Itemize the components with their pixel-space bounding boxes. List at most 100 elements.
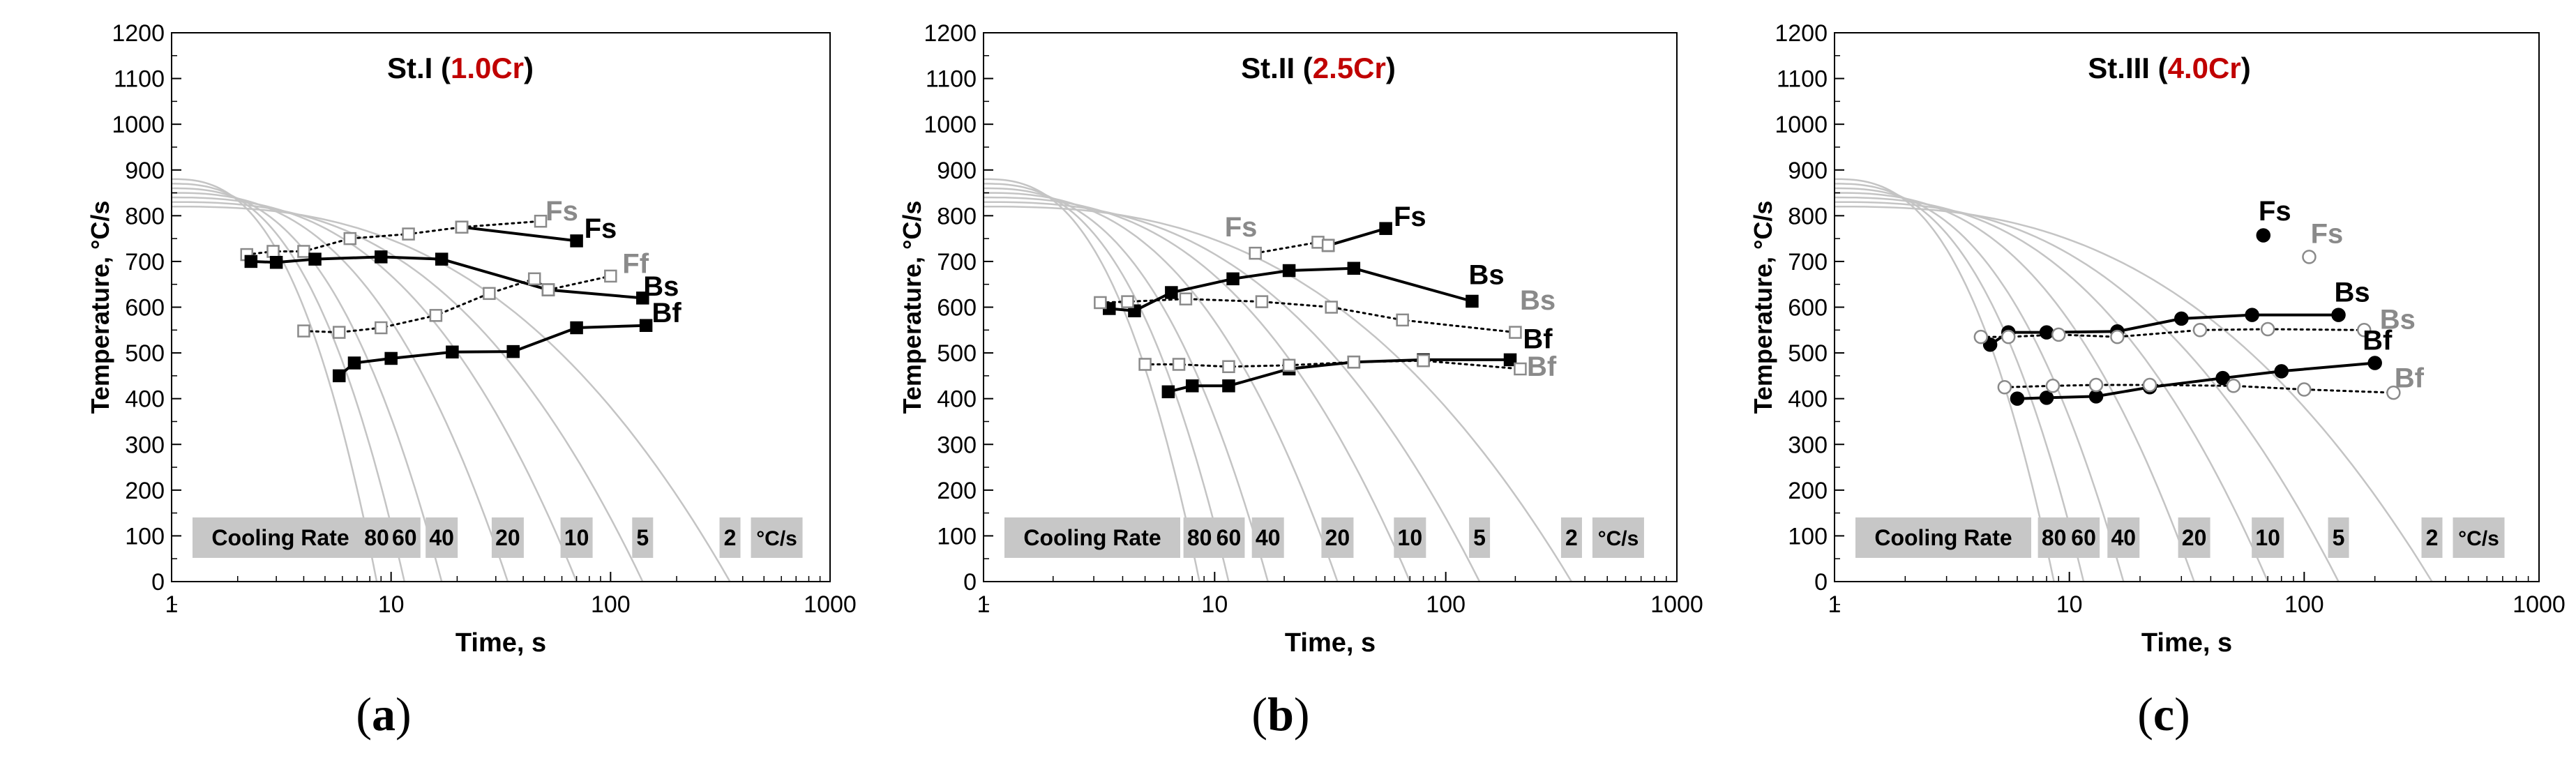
data-point-bs bbox=[1255, 295, 1269, 308]
series-label-fs: Fs bbox=[2311, 219, 2344, 250]
data-point-bs bbox=[1121, 295, 1134, 308]
y-tick-label: 1100 bbox=[114, 66, 165, 93]
series-label-bs: Bs bbox=[643, 271, 679, 302]
chart-title: St.II (2.5Cr) bbox=[1241, 52, 1396, 84]
y-tick-label: 700 bbox=[1788, 249, 1828, 275]
chart-title-steel: St.II ( bbox=[1241, 52, 1313, 84]
y-tick-label: 1100 bbox=[926, 66, 977, 93]
cooling-curve-2 bbox=[1835, 205, 2433, 582]
y-tick-label: 600 bbox=[125, 295, 165, 321]
data-point-bs bbox=[2192, 323, 2208, 338]
chart-title: St.III (4.0Cr) bbox=[2088, 52, 2250, 84]
chart-title: St.I (1.0Cr) bbox=[387, 52, 534, 84]
data-point-bf bbox=[2274, 364, 2289, 379]
y-tick-label: 800 bbox=[125, 203, 165, 229]
rate-label-5: 5 bbox=[636, 525, 649, 550]
data-point-ff bbox=[604, 269, 617, 283]
data-point-bf bbox=[2045, 379, 2061, 393]
series-label-fs: Fs bbox=[585, 213, 617, 244]
y-tick-label: 300 bbox=[125, 432, 165, 458]
series-label-bf: Bf bbox=[1527, 351, 1557, 382]
data-point-bf bbox=[1185, 379, 1199, 393]
chart-title-cr: 1.0Cr bbox=[451, 52, 524, 84]
cooling-curve-2 bbox=[984, 205, 1572, 582]
rate-label-10: 10 bbox=[564, 525, 589, 550]
y-axis-label: Temperature, °C/s bbox=[86, 201, 114, 414]
data-point-bs bbox=[541, 283, 555, 296]
series-label-bf: Bf bbox=[2363, 325, 2393, 356]
series-line-ff bbox=[547, 275, 612, 291]
rate-box-20 bbox=[1321, 517, 1354, 558]
x-tick-label: 10 bbox=[1201, 591, 1228, 618]
y-tick-label: 200 bbox=[1788, 478, 1828, 504]
rate-label-40: 40 bbox=[1256, 525, 1281, 550]
data-point-bf bbox=[1222, 379, 1235, 393]
data-point-bs bbox=[435, 252, 449, 266]
data-point-bf bbox=[1161, 385, 1175, 399]
data-point-bs bbox=[2039, 325, 2054, 340]
data-point-bs bbox=[332, 326, 346, 339]
chart-title-steel: St.III ( bbox=[2088, 52, 2167, 84]
data-point-fs bbox=[2256, 228, 2271, 243]
rate-box-5 bbox=[2328, 517, 2349, 558]
data-point-fs bbox=[570, 234, 583, 248]
y-tick-label: 0 bbox=[1814, 569, 1828, 596]
x-tick-label: 100 bbox=[2284, 591, 2324, 618]
cooling-rate-box bbox=[1004, 517, 1180, 558]
y-tick-label: 500 bbox=[937, 340, 977, 367]
data-point-bf bbox=[1222, 360, 1235, 374]
cooling-curve-10 bbox=[1835, 196, 2269, 582]
data-point-bf bbox=[347, 356, 361, 370]
data-point-bs bbox=[375, 321, 388, 335]
cooling-curve-5 bbox=[1835, 201, 2340, 582]
x-tick-label: 1000 bbox=[804, 591, 857, 618]
data-point-ff bbox=[343, 232, 357, 245]
chart-title-cr: 4.0Cr bbox=[2168, 52, 2241, 84]
data-point-bf bbox=[639, 319, 653, 332]
panel-letter-c: (c) bbox=[2137, 688, 2190, 741]
y-tick-label: 1200 bbox=[1775, 20, 1828, 47]
cooling-rate-box bbox=[193, 517, 368, 558]
data-point-bs bbox=[636, 291, 649, 305]
y-tick-label: 400 bbox=[125, 386, 165, 413]
data-point-bs bbox=[1325, 301, 1338, 314]
data-point-bs bbox=[1094, 296, 1107, 310]
data-point-bf bbox=[2367, 356, 2382, 370]
y-tick-label: 300 bbox=[1788, 432, 1828, 458]
rate-label-2: 2 bbox=[724, 525, 737, 550]
rate-label-80: 80 bbox=[1187, 525, 1212, 550]
data-point-bs bbox=[1165, 286, 1178, 299]
rate-box-5 bbox=[1469, 517, 1491, 558]
data-point-bs bbox=[527, 272, 541, 286]
data-point-bs bbox=[297, 324, 310, 338]
rate-label-40: 40 bbox=[429, 525, 454, 550]
chart-title-steel: St.I ( bbox=[387, 52, 451, 84]
y-tick-label: 600 bbox=[937, 295, 977, 321]
chart-panel-c: 0100200300400500600700800900100011001200… bbox=[1749, 20, 2566, 658]
x-axis-label: Time, s bbox=[455, 628, 546, 658]
series-line-fs bbox=[1327, 227, 1387, 247]
rate-label-20: 20 bbox=[1325, 525, 1350, 550]
y-tick-label: 900 bbox=[937, 158, 977, 184]
y-axis-label: Temperature, °C/s bbox=[1749, 201, 1777, 414]
series-label-fs: Fs bbox=[1394, 202, 1426, 232]
data-point-bf bbox=[506, 344, 520, 358]
series-label-ff: Ff bbox=[622, 248, 649, 279]
rate-box-5 bbox=[632, 517, 654, 558]
data-point-bs bbox=[2331, 308, 2346, 322]
x-tick-label: 10 bbox=[2056, 591, 2083, 618]
data-point-bs bbox=[244, 255, 258, 268]
y-tick-label: 900 bbox=[125, 158, 165, 184]
rate-box-80 bbox=[1183, 517, 1216, 558]
data-point-bf bbox=[1503, 353, 1517, 367]
plot-frame bbox=[171, 32, 831, 582]
y-tick-label: 100 bbox=[125, 523, 165, 550]
series-label-bf: Bf bbox=[1523, 324, 1553, 355]
rate-box-10 bbox=[1394, 517, 1426, 558]
data-point-bs bbox=[1982, 338, 1998, 352]
y-tick-label: 1000 bbox=[112, 112, 165, 138]
chart-panel-b: 0100200300400500600700800900100011001200… bbox=[898, 20, 1703, 658]
rate-label-60: 60 bbox=[2071, 525, 2096, 550]
data-point-bs bbox=[1509, 326, 1522, 339]
y-tick-label: 200 bbox=[937, 478, 977, 504]
